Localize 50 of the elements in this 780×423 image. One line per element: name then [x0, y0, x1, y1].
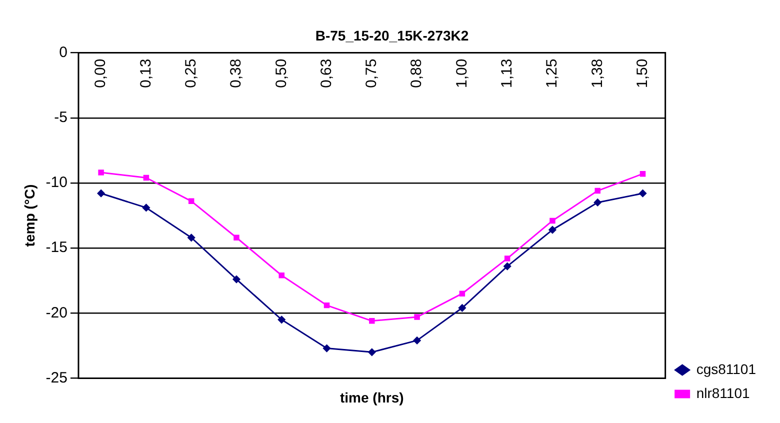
- point: [413, 336, 421, 344]
- x-tick-label: 1,50: [634, 58, 651, 88]
- point: [504, 262, 512, 270]
- point: [369, 318, 375, 324]
- y-axis-title: temp (°C): [21, 184, 38, 247]
- legend-label: nlr81101: [696, 384, 750, 401]
- legend-label: cgs81101: [696, 360, 756, 377]
- point: [278, 272, 284, 278]
- point: [548, 226, 556, 234]
- y-tick-label: -25: [46, 369, 68, 386]
- point: [278, 316, 286, 324]
- point: [594, 198, 602, 206]
- x-tick-label: 1,13: [498, 58, 516, 88]
- y-tick-label: -5: [54, 109, 68, 126]
- point: [324, 302, 330, 308]
- y-tick-label: -20: [46, 304, 68, 322]
- point: [504, 256, 510, 262]
- x-tick-label: 1,00: [453, 58, 470, 88]
- x-tick-label: 0,63: [318, 58, 335, 88]
- x-tick-label: 0,50: [272, 58, 290, 88]
- point: [639, 190, 646, 198]
- x-axis-title: time (hrs): [340, 389, 404, 406]
- y-tick-label: 0: [59, 44, 68, 61]
- point: [550, 218, 556, 224]
- point: [414, 314, 420, 320]
- point: [594, 188, 600, 194]
- point: [97, 190, 105, 198]
- x-tick-label: 1,25: [544, 58, 561, 88]
- point: [234, 234, 240, 240]
- point: [188, 198, 194, 204]
- x-tick-label: 0,38: [228, 58, 245, 88]
- point: [368, 348, 376, 356]
- chart-title: B-75_15-20_15K-273K2: [315, 27, 469, 44]
- point: [98, 170, 104, 176]
- point: [459, 290, 466, 296]
- x-tick-label: 0,00: [92, 58, 110, 88]
- x-tick-label: 0,75: [363, 58, 380, 88]
- point: [640, 170, 646, 177]
- x-tick-label: 1,38: [588, 58, 606, 88]
- y-tick-label: -10: [46, 174, 68, 192]
- point: [458, 304, 466, 312]
- x-tick-label: 0,25: [182, 58, 200, 88]
- point: [323, 344, 331, 352]
- x-tick-label: 0,88: [408, 58, 426, 88]
- point: [143, 174, 150, 181]
- point: [232, 276, 240, 284]
- point: [142, 204, 150, 212]
- y-tick-label: -15: [46, 239, 68, 256]
- point: [188, 234, 196, 242]
- x-tick-label: 0,13: [137, 58, 154, 88]
